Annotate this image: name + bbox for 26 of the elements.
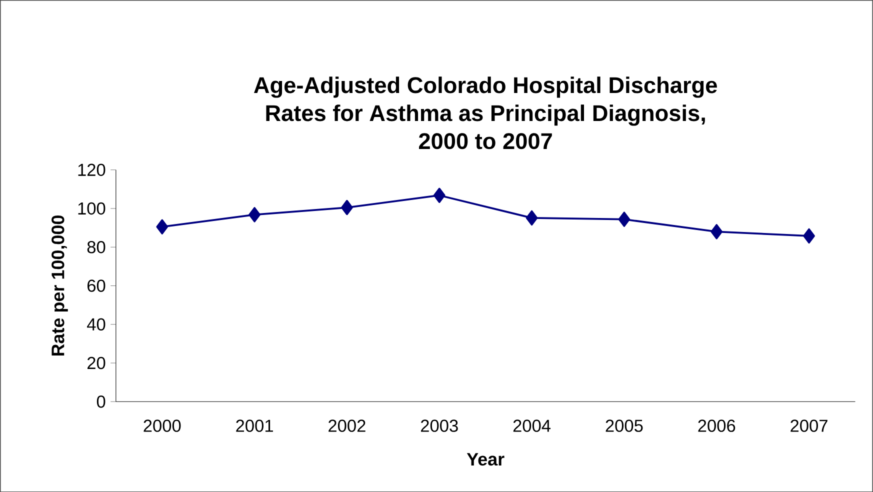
point [341,200,353,215]
x-tick-label: 2000 [144,419,181,432]
y-tick-label: 100 [78,202,106,214]
y-tick-label: 60 [88,279,106,292]
x-tick-label: 2002 [328,419,366,432]
point [803,228,815,244]
y-axis-title: Rate per 100,000 [52,215,68,356]
x-tick-label: 2005 [606,419,643,432]
point [710,224,723,240]
x-axis-title: Year [466,452,504,466]
x-tick-label: 2003 [420,419,458,432]
x-tick-label: 2006 [698,419,736,432]
point [526,210,538,226]
y-tick-label: 40 [87,318,106,330]
chart-title: Age-Adjusted Colorado Hospital Discharge Rates for Asthma as Principal Diagnosis, 2000 to 2007 [254,76,717,150]
x-tick-label: 2004 [513,419,551,432]
y-tick-label: 120 [78,164,106,176]
point [433,188,446,203]
x-tick-label: 2007 [790,419,828,432]
point [156,219,168,234]
y-tick-label: 80 [87,240,106,254]
y-tick-label: 20 [88,356,106,369]
x-tick-label: 2001 [236,419,273,432]
y-tick-label: 0 [96,395,106,408]
point [618,212,630,227]
point [248,206,260,222]
